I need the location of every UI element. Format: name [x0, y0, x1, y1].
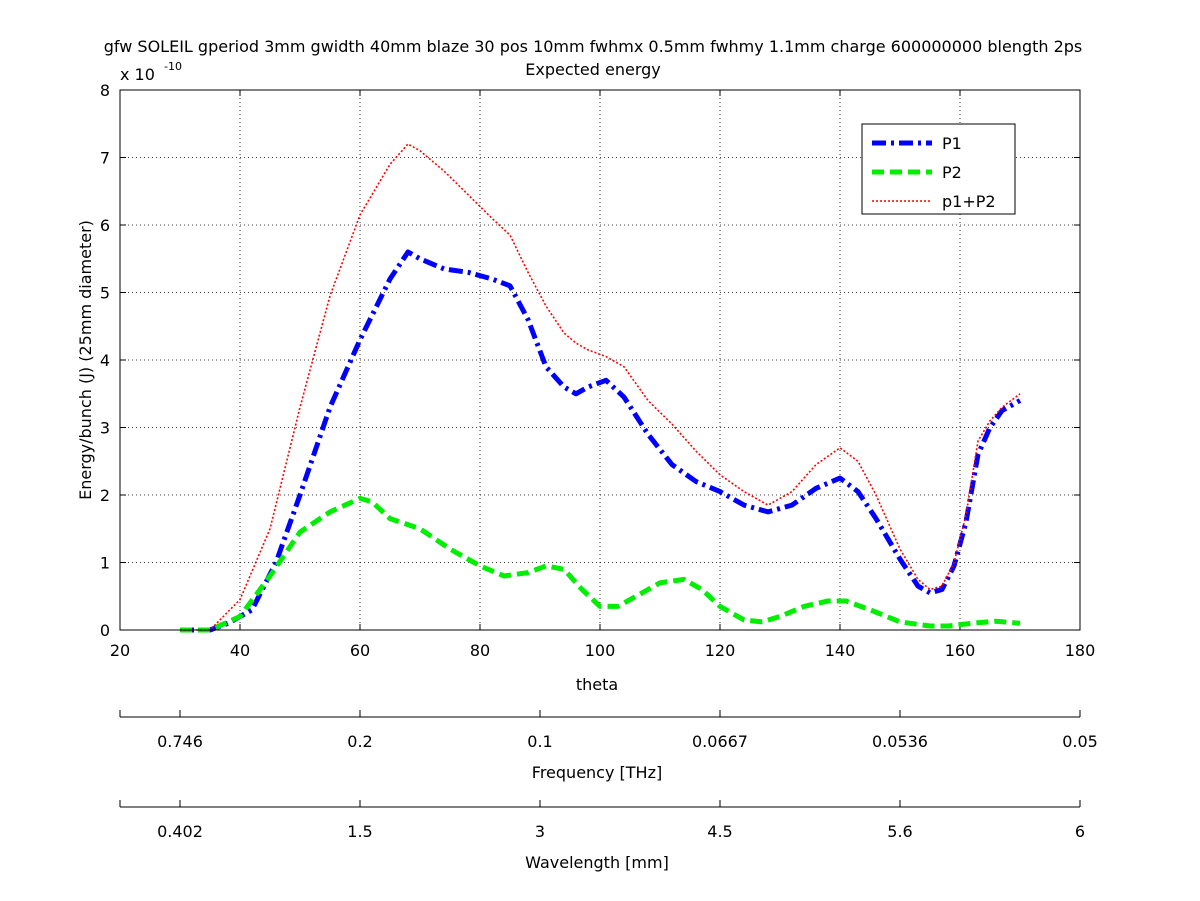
- y-tick-label: 4: [100, 351, 110, 370]
- series-line-p1: [180, 249, 1022, 633]
- secondary-tick-label: 5.6: [887, 822, 912, 841]
- secondary-tick-label: 6: [1075, 822, 1085, 841]
- x-tick-label: 120: [705, 641, 736, 660]
- x-tick-label: 40: [230, 641, 250, 660]
- y-tick-labels: 0 1 2 3 4 5 6 7 8: [100, 81, 110, 640]
- secondary-tick-label: 0.0536: [872, 732, 928, 751]
- series-line-p2: [180, 495, 1021, 633]
- x-tick-label: 100: [585, 641, 616, 660]
- y-multiplier-base: x 10: [120, 65, 155, 84]
- y-tick-label: 2: [100, 486, 110, 505]
- secondary-tick-label: 0.746: [157, 732, 203, 751]
- legend: P1 P2 p1+P2: [861, 123, 1016, 215]
- x-tick-labels: 20 40 60 80 100 120 140 160 180: [110, 641, 1095, 660]
- y-axis-label: Energy/bunch (J) (25mm diameter): [76, 220, 95, 500]
- secondary-tick-label: 4.5: [707, 822, 732, 841]
- y-tick-label: 6: [100, 216, 110, 235]
- y-tick-label: 8: [100, 81, 110, 100]
- chart-title: gfw SOLEIL gperiod 3mm gwidth 40mm blaze…: [104, 37, 1083, 56]
- y-tick-label: 1: [100, 554, 110, 573]
- wavelength-axis-label: Wavelength [mm]: [525, 853, 669, 872]
- legend-label-1: P1: [942, 134, 962, 153]
- x-tick-label: 180: [1065, 641, 1096, 660]
- secondary-tick-label: 0.05: [1062, 732, 1098, 751]
- secondary-axes: 0.746 0.2 0.1 0.0667 0.0536 0.05 Frequency [TH…: [119, 710, 1098, 872]
- secondary-tick-label: 1.5: [347, 822, 372, 841]
- y-tick-label: 3: [100, 419, 110, 438]
- y-tick-label: 5: [100, 284, 110, 303]
- plot-border: [119, 89, 1081, 631]
- y-tick-label: 0: [100, 621, 110, 640]
- legend-label-3: p1+P2: [942, 192, 996, 211]
- x-tick-label: 160: [945, 641, 976, 660]
- secondary-tick-label: 0.1: [527, 732, 552, 751]
- secondary-tick-label: 0.402: [157, 822, 203, 841]
- secondary-tick-label: 0.0667: [692, 732, 748, 751]
- x-tick-label: 140: [825, 641, 856, 660]
- x-tick-label: 20: [110, 641, 130, 660]
- series-line-p1-p2: [180, 143, 1021, 631]
- legend-label-2: P2: [942, 163, 962, 182]
- x-tick-label: 80: [470, 641, 490, 660]
- secondary-tick-label: 3: [535, 822, 545, 841]
- y-tick-label: 7: [100, 149, 110, 168]
- frequency-axis-label: Frequency [THz]: [532, 763, 662, 782]
- x-tick-label: 60: [350, 641, 370, 660]
- legend-box: [861, 123, 1016, 215]
- grid: [120, 90, 1080, 630]
- y-multiplier-exponent: -10: [164, 60, 182, 73]
- secondary-tick-label: 0.2: [347, 732, 372, 751]
- series-lines: [180, 143, 1022, 633]
- x-axis-label: theta: [576, 675, 618, 694]
- chart-subtitle: Expected energy: [525, 60, 660, 79]
